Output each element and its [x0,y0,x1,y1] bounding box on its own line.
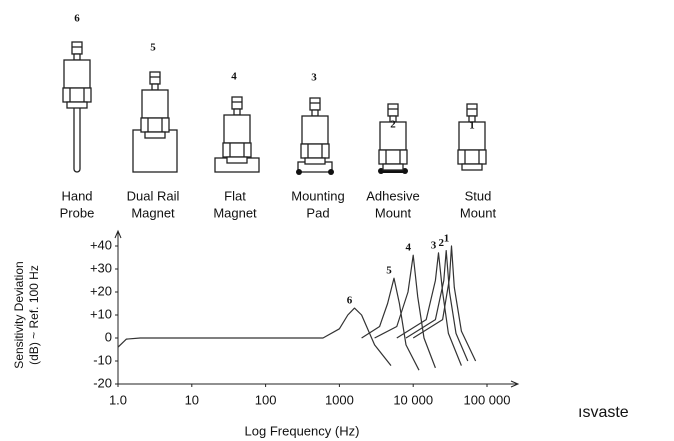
x-tick-label: 1000 [325,392,354,407]
mount-illustrations [62,41,487,175]
y-tick-label: -20 [93,375,112,390]
curve-label: 1 [444,233,450,245]
caption: ısvaste [578,404,629,421]
mount-label: Magnet [131,205,175,220]
y-tick-label: 0 [105,329,112,344]
y-tick-label: -10 [93,352,112,367]
y-axis-arrow [114,229,122,239]
x-tick-label: 1.0 [109,392,127,407]
mount-label: Stud [465,188,492,203]
curve [117,307,392,366]
y-tick-label: +30 [90,260,112,275]
mount-number: 3 [311,72,317,84]
mount-label: Hand [61,188,92,203]
mount-number: 4 [231,71,237,83]
x-tick-label: 10 [185,392,199,407]
curve-label: 6 [347,295,353,307]
curve-label: 4 [405,242,411,254]
curve [374,254,436,369]
mount-label: Magnet [213,205,257,220]
y-tick-label: +20 [90,283,112,298]
mount-label: Pad [306,205,329,220]
mount-label: Mounting [291,188,344,203]
y-tick-label: +40 [90,237,112,252]
curve [361,277,420,371]
mount-number: 2 [390,119,396,131]
x-tick-label: 100 000 [464,392,511,407]
mount-number: 5 [150,42,156,54]
mount-label: Adhesive [366,188,419,203]
mount-number: 1 [469,120,475,132]
curve-label: 2 [438,237,444,249]
mount-label: Dual Rail [127,188,180,203]
x-axis-label: Log Frequency (Hz) [245,423,360,438]
mount-number: 6 [74,13,80,25]
curve-label: 5 [386,265,392,277]
y-tick-label: +10 [90,306,112,321]
mount-label: Mount [375,205,412,220]
y-axis-label: (dB) ~ Ref. 100 Hz [27,265,41,365]
mount-label: Probe [60,205,95,220]
mount-label: Mount [460,205,497,220]
y-axis-label: Sensitivity Deviation [12,261,26,368]
curve [396,252,462,366]
x-tick-label: 100 [255,392,277,407]
curve [412,245,477,362]
curve [405,250,469,362]
curve-label: 3 [431,239,437,251]
mount-label: Flat [224,188,246,203]
x-axis-arrow [510,380,520,388]
x-tick-label: 10 000 [393,392,433,407]
